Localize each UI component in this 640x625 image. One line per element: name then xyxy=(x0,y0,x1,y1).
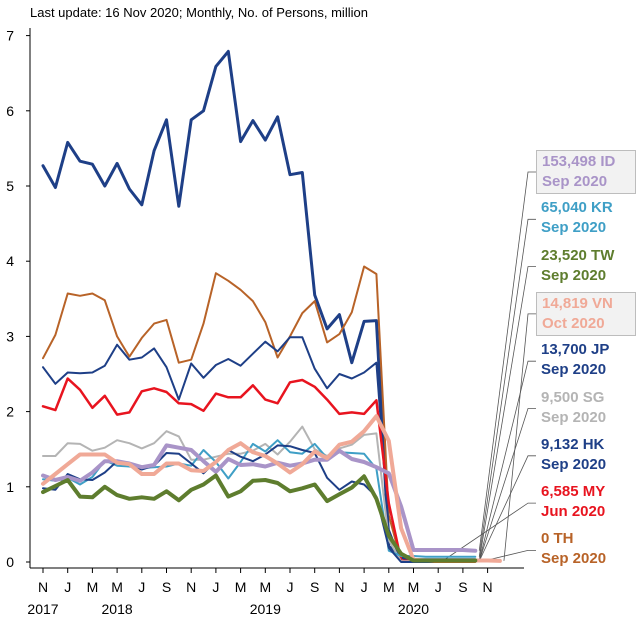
y-tick-label: 4 xyxy=(6,253,14,269)
end-label-th: 0 TH Sep 2020 xyxy=(536,528,636,573)
end-label-date: Sep 2020 xyxy=(541,266,607,284)
x-tick-label: J xyxy=(361,579,368,595)
end-label-id: 153,498 ID Sep 2020 xyxy=(536,150,636,194)
x-tick-label: M xyxy=(408,579,420,595)
y-tick-label: 2 xyxy=(6,404,14,420)
end-label-vn: 14,819 VN Oct 2020 xyxy=(536,291,636,336)
series-line-cn xyxy=(41,49,477,562)
connector-id xyxy=(478,171,536,551)
series-line-jp xyxy=(42,336,477,563)
connector-kr xyxy=(478,218,536,557)
x-year-label: 2020 xyxy=(398,601,429,617)
x-year-label: 2019 xyxy=(250,601,281,617)
axes xyxy=(26,28,524,573)
end-label-value: 14,819 VN xyxy=(542,294,613,312)
end-label-sg: 9,500 SG Sep 2020 xyxy=(536,386,636,431)
x-tick-label: S xyxy=(458,579,467,595)
connector-th xyxy=(479,550,536,563)
end-label-my: 6,585 MY Jun 2020 xyxy=(536,481,636,526)
y-tick-label: 6 xyxy=(6,103,14,119)
series-line-tw xyxy=(41,473,478,563)
x-tick-label: S xyxy=(310,579,319,595)
connector-vn xyxy=(503,313,536,561)
label-connectors xyxy=(441,171,536,563)
end-label-date: Oct 2020 xyxy=(542,314,605,332)
end-label-value: 6,585 MY xyxy=(541,483,606,501)
end-label-date: Sep 2020 xyxy=(541,550,607,568)
x-tick-label: S xyxy=(162,579,171,595)
end-label-value: 65,040 KR xyxy=(541,199,613,217)
x-tick-label: M xyxy=(383,579,395,595)
end-label-hk: 9,132 HK Sep 2020 xyxy=(536,433,636,478)
series-line-th xyxy=(42,265,477,563)
x-tick-label: M xyxy=(111,579,123,595)
x-tick-label: M xyxy=(235,579,247,595)
end-label-value: 9,500 SG xyxy=(541,388,605,406)
end-label-date: Jun 2020 xyxy=(541,503,606,521)
end-label-date: Sep 2020 xyxy=(541,219,607,237)
end-label-tw: 23,520 TW Sep 2020 xyxy=(536,244,636,289)
end-label-value: 9,132 HK xyxy=(541,435,605,453)
y-tick-label: 1 xyxy=(6,479,14,495)
end-label-jp: 13,700 JP Sep 2020 xyxy=(536,339,636,384)
x-tick-label: J xyxy=(138,579,145,595)
x-tick-label: M xyxy=(87,579,99,595)
end-label-date: Sep 2020 xyxy=(541,361,607,379)
chart-title: Last update: 16 Nov 2020; Monthly, No. o… xyxy=(30,5,368,20)
x-tick-label: J xyxy=(435,579,442,595)
y-tick-label: 7 xyxy=(6,28,14,44)
x-tick-label: N xyxy=(186,579,196,595)
x-tick-label: J xyxy=(287,579,294,595)
connector-hk xyxy=(478,455,536,562)
x-tick-label: M xyxy=(259,579,271,595)
x-year-label: 2017 xyxy=(27,601,58,617)
end-label-value: 153,498 ID xyxy=(542,153,616,170)
x-tick-label: N xyxy=(38,579,48,595)
end-label-value: 0 TH xyxy=(541,530,574,548)
y-tick-label: 5 xyxy=(6,178,14,194)
series-line-id xyxy=(41,443,478,553)
end-label-value: 13,700 JP xyxy=(541,341,610,359)
x-tick-label: J xyxy=(64,579,71,595)
end-label-value: 23,520 TW xyxy=(541,246,615,264)
connector-tw xyxy=(478,266,536,561)
series-line-my xyxy=(41,377,440,563)
end-label-kr: 65,040 KR Sep 2020 xyxy=(536,197,636,242)
x-tick-label: J xyxy=(212,579,219,595)
connector-my xyxy=(441,502,536,562)
connector-jp xyxy=(478,360,536,562)
y-axis-labels: 0 1 2 3 4 5 6 7 xyxy=(6,28,14,570)
end-label-date: Sep 2020 xyxy=(542,173,608,190)
x-year-label: 2018 xyxy=(102,601,133,617)
x-tick-label: N xyxy=(334,579,344,595)
x-tick-label: N xyxy=(483,579,493,595)
series-lines xyxy=(41,49,502,563)
series-line-vn xyxy=(41,414,502,563)
y-tick-label: 3 xyxy=(6,328,14,344)
end-label-date: Sep 2020 xyxy=(541,455,607,473)
end-label-date: Sep 2020 xyxy=(541,408,607,426)
y-tick-label: 0 xyxy=(6,554,14,570)
connector-sg xyxy=(478,408,536,562)
